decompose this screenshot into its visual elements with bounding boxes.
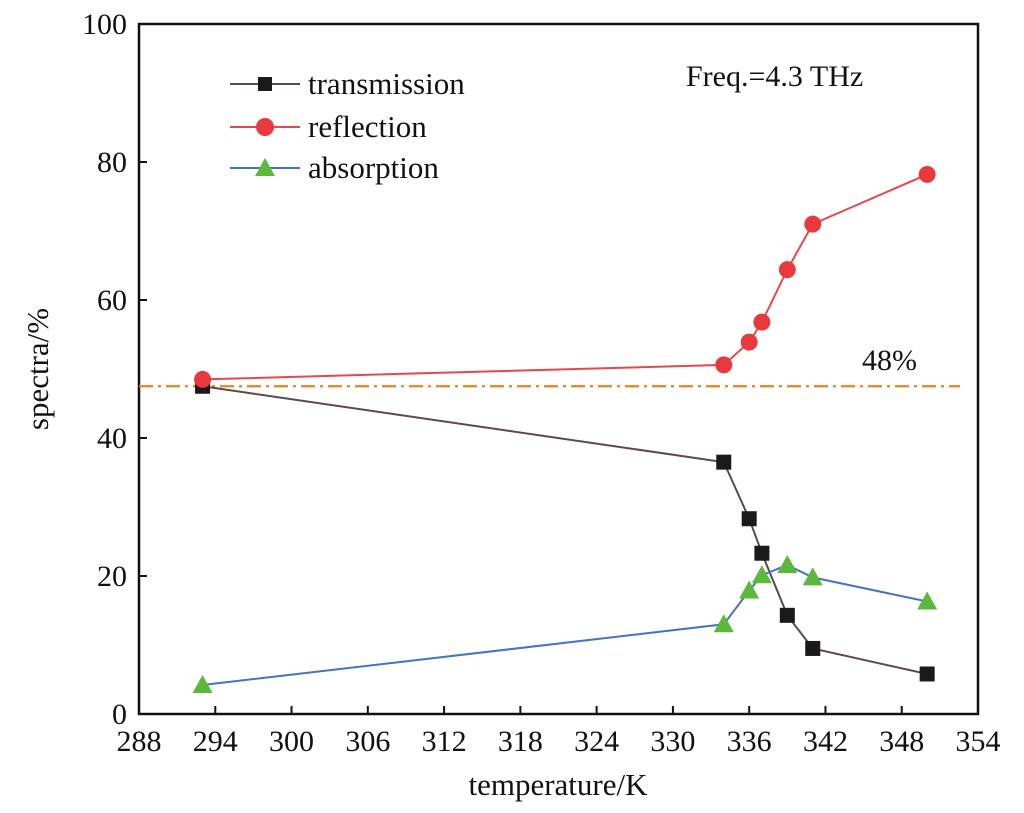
absorption-point <box>917 591 938 610</box>
reflection-point <box>715 356 733 374</box>
frequency-annotation: Freq.=4.3 THz <box>686 60 863 93</box>
y-axis-label: spectra/% <box>20 308 55 430</box>
x-axis-label: temperature/K <box>468 767 648 802</box>
series-reflection <box>194 165 936 388</box>
x-tick-label: 348 <box>879 725 924 758</box>
x-tick-label: 288 <box>117 725 162 758</box>
legend-item-reflection: reflection <box>230 109 427 144</box>
x-tick-label: 330 <box>650 725 695 758</box>
absorption-point <box>713 614 734 633</box>
x-tick-label: 342 <box>803 725 848 758</box>
legend-square-marker <box>258 77 272 91</box>
x-tick-label: 324 <box>574 725 619 758</box>
transmission-point <box>716 454 732 470</box>
x-tick-label: 354 <box>956 725 1001 758</box>
transmission-point <box>741 511 757 527</box>
transmission-line <box>202 385 928 675</box>
absorption-point <box>802 567 823 586</box>
plot-frame <box>137 22 980 716</box>
series-layer <box>192 165 938 694</box>
legend-item-transmission: transmission <box>230 66 465 101</box>
reflection-point <box>918 165 936 183</box>
series-transmission <box>195 378 935 682</box>
legend-label-transmission: transmission <box>308 66 465 101</box>
x-tick-label: 294 <box>193 725 238 758</box>
absorption-point <box>739 580 760 599</box>
absorption-point <box>192 675 213 694</box>
reflection-line <box>202 173 928 381</box>
y-tick-label: 60 <box>97 284 127 317</box>
transmission-point <box>779 607 795 623</box>
reflection-point <box>778 261 796 279</box>
y-tick-label: 20 <box>97 560 127 593</box>
absorption-point <box>777 554 798 573</box>
transmission-point <box>919 666 935 682</box>
legend-label-absorption: absorption <box>308 150 439 185</box>
reflection-point <box>740 333 758 351</box>
axis-layer: 288 294 300 306 312 318 324 330 336 342 348 354 0 20 4… <box>82 8 1001 758</box>
y-tick-label: 0 <box>112 698 127 731</box>
legend-circle-marker <box>256 118 274 136</box>
transmission-point <box>754 545 770 561</box>
absorption-point <box>751 565 772 584</box>
x-tick-label: 306 <box>345 725 390 758</box>
legend: transmission reflection absorption <box>230 66 465 185</box>
reflection-point <box>753 313 771 331</box>
reflection-point <box>804 215 822 233</box>
x-tick-label: 312 <box>422 725 467 758</box>
legend-item-absorption: absorption <box>230 150 439 185</box>
x-tick-label: 318 <box>498 725 543 758</box>
x-tick-label: 300 <box>269 725 314 758</box>
y-tick-label: 80 <box>97 146 127 179</box>
reflection-point <box>194 370 212 388</box>
x-tick-label: 336 <box>727 725 772 758</box>
reference-line-label: 48% <box>862 344 917 377</box>
legend-triangle-marker <box>255 158 275 176</box>
transmission-point <box>805 640 821 656</box>
series-absorption <box>192 554 938 694</box>
y-tick-label: 100 <box>82 8 127 41</box>
y-tick-label: 40 <box>97 422 127 455</box>
legend-label-reflection: reflection <box>308 109 427 144</box>
